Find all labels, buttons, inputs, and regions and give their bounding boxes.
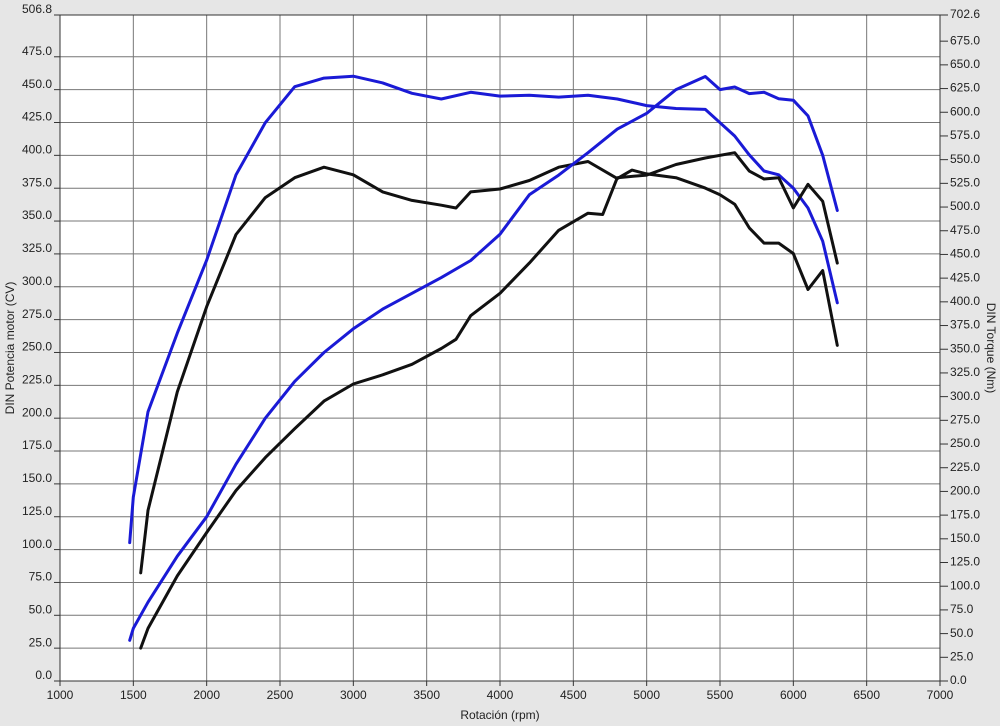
y2-tick-label: 300.0	[950, 389, 980, 403]
y-tick-label: 200.0	[22, 405, 52, 419]
y2-tick-label: 50.0	[950, 626, 974, 640]
y-tick-label: 425.0	[22, 110, 52, 124]
y2-tick-label: 702.6	[950, 7, 980, 21]
y2-axis-label: DIN Torque (Nm)	[984, 303, 998, 393]
y-axis-label: DIN Potencia motor (CV)	[3, 282, 17, 415]
y-tick-label: 175.0	[22, 438, 52, 452]
y2-tick-label: 0.0	[950, 673, 967, 687]
y-tick-label: 250.0	[22, 340, 52, 354]
x-tick-label: 3500	[413, 688, 440, 702]
y2-tick-label: 150.0	[950, 531, 980, 545]
x-tick-label: 4500	[560, 688, 587, 702]
x-tick-label: 7000	[927, 688, 954, 702]
y-tick-label: 150.0	[22, 471, 52, 485]
y2-tick-label: 75.0	[950, 602, 974, 616]
y-tick-label: 400.0	[22, 143, 52, 157]
y-tick-label: 450.0	[22, 77, 52, 91]
y2-tick-label: 575.0	[950, 128, 980, 142]
x-tick-label: 4000	[487, 688, 514, 702]
x-tick-label: 5500	[707, 688, 734, 702]
y2-tick-label: 400.0	[950, 294, 980, 308]
y2-tick-label: 375.0	[950, 318, 980, 332]
y-tick-label: 506.8	[22, 2, 52, 16]
plot-frame	[59, 14, 941, 682]
y2-tick-label: 325.0	[950, 365, 980, 379]
y-tick-label: 100.0	[22, 537, 52, 551]
y2-tick-label: 225.0	[950, 460, 980, 474]
y2-tick-label: 550.0	[950, 152, 980, 166]
y2-tick-label: 25.0	[950, 649, 974, 663]
y2-tick-label: 675.0	[950, 33, 980, 47]
y-tick-label: 375.0	[22, 175, 52, 189]
x-tick-label: 6500	[853, 688, 880, 702]
y2-tick-label: 450.0	[950, 247, 980, 261]
data-line	[128, 75, 839, 642]
y-tick-label: 75.0	[29, 570, 53, 584]
y-tick-label: 50.0	[29, 602, 53, 616]
y2-tick-label: 500.0	[950, 199, 980, 213]
y-tick-label: 0.0	[35, 668, 52, 682]
y-tick-label: 275.0	[22, 307, 52, 321]
y2-tick-label: 100.0	[950, 578, 980, 592]
y2-tick-label: 525.0	[950, 176, 980, 190]
y-tick-label: 25.0	[29, 635, 53, 649]
x-tick-label: 1500	[120, 688, 147, 702]
y2-tick-label: 275.0	[950, 412, 980, 426]
y-tick-label: 125.0	[22, 504, 52, 518]
y2-tick-label: 650.0	[950, 57, 980, 71]
y2-tick-label: 200.0	[950, 484, 980, 498]
y-tick-label: 225.0	[22, 372, 52, 386]
x-tick-label: 1000	[47, 688, 74, 702]
data-line	[139, 151, 839, 650]
y2-tick-label: 125.0	[950, 555, 980, 569]
x-tick-label: 3000	[340, 688, 367, 702]
x-tick-label: 6000	[780, 688, 807, 702]
y-tick-label: 350.0	[22, 208, 52, 222]
y-tick-label: 475.0	[22, 44, 52, 58]
y2-tick-label: 425.0	[950, 270, 980, 284]
x-tick-label: 2000	[193, 688, 220, 702]
y2-tick-label: 250.0	[950, 436, 980, 450]
y-tick-label: 325.0	[22, 241, 52, 255]
data-line	[139, 160, 839, 575]
y2-tick-label: 625.0	[950, 81, 980, 95]
y2-tick-label: 175.0	[950, 507, 980, 521]
x-tick-label: 2500	[267, 688, 294, 702]
y2-tick-label: 600.0	[950, 104, 980, 118]
x-tick-label: 5000	[633, 688, 660, 702]
y2-tick-label: 350.0	[950, 341, 980, 355]
y-tick-label: 300.0	[22, 274, 52, 288]
data-line	[128, 74, 839, 545]
x-axis-label: Rotación (rpm)	[460, 708, 539, 722]
y2-tick-label: 475.0	[950, 223, 980, 237]
